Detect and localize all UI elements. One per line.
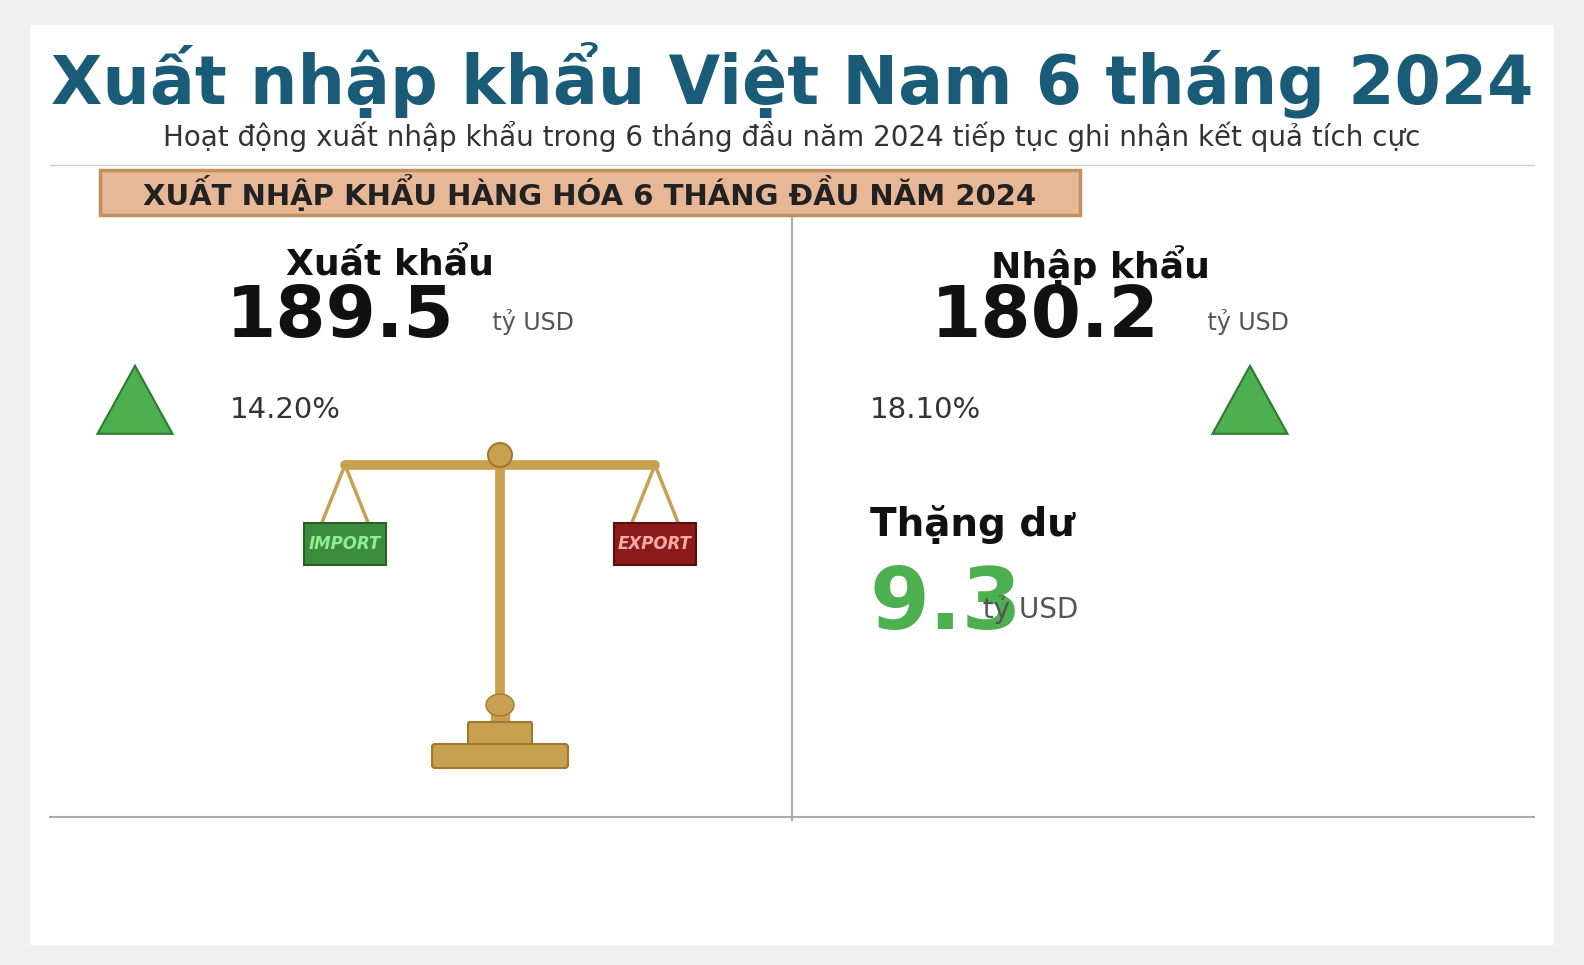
Ellipse shape (486, 694, 513, 716)
Text: EXPORT: EXPORT (618, 535, 692, 553)
Text: tỷ USD: tỷ USD (1201, 309, 1289, 335)
Text: Nhập khẩu: Nhập khẩu (990, 245, 1210, 285)
Text: tỷ USD: tỷ USD (485, 309, 573, 335)
Text: Xuất nhập khẩu Việt Nam 6 tháng 2024: Xuất nhập khẩu Việt Nam 6 tháng 2024 (51, 41, 1533, 119)
Text: 18.10%: 18.10% (870, 396, 980, 424)
Text: XUẤT NHẬP KHẨU HÀNG HÓA 6 THÁNG ĐẦU NĂM 2024: XUẤT NHẬP KHẨU HÀNG HÓA 6 THÁNG ĐẦU NĂM … (144, 174, 1036, 211)
Text: Hoạt động xuất nhập khẩu trong 6 tháng đầu năm 2024 tiếp tục ghi nhận kết quả tí: Hoạt động xuất nhập khẩu trong 6 tháng đ… (163, 122, 1421, 152)
FancyBboxPatch shape (100, 170, 1080, 215)
FancyBboxPatch shape (304, 523, 386, 565)
Circle shape (488, 443, 512, 467)
Text: 180.2: 180.2 (931, 283, 1159, 351)
Text: 9.3: 9.3 (870, 564, 1023, 647)
Text: 14.20%: 14.20% (230, 396, 341, 424)
FancyBboxPatch shape (467, 722, 532, 754)
Text: Xuất khẩu: Xuất khẩu (287, 248, 494, 282)
FancyBboxPatch shape (432, 744, 569, 768)
FancyBboxPatch shape (30, 25, 1554, 945)
Text: IMPORT: IMPORT (309, 535, 382, 553)
FancyBboxPatch shape (615, 523, 695, 565)
Text: 189.5: 189.5 (225, 283, 455, 351)
Polygon shape (98, 366, 173, 434)
Polygon shape (1212, 366, 1288, 434)
Text: Thặng dư: Thặng dư (870, 506, 1076, 544)
Text: tỷ USD: tỷ USD (965, 595, 1079, 624)
